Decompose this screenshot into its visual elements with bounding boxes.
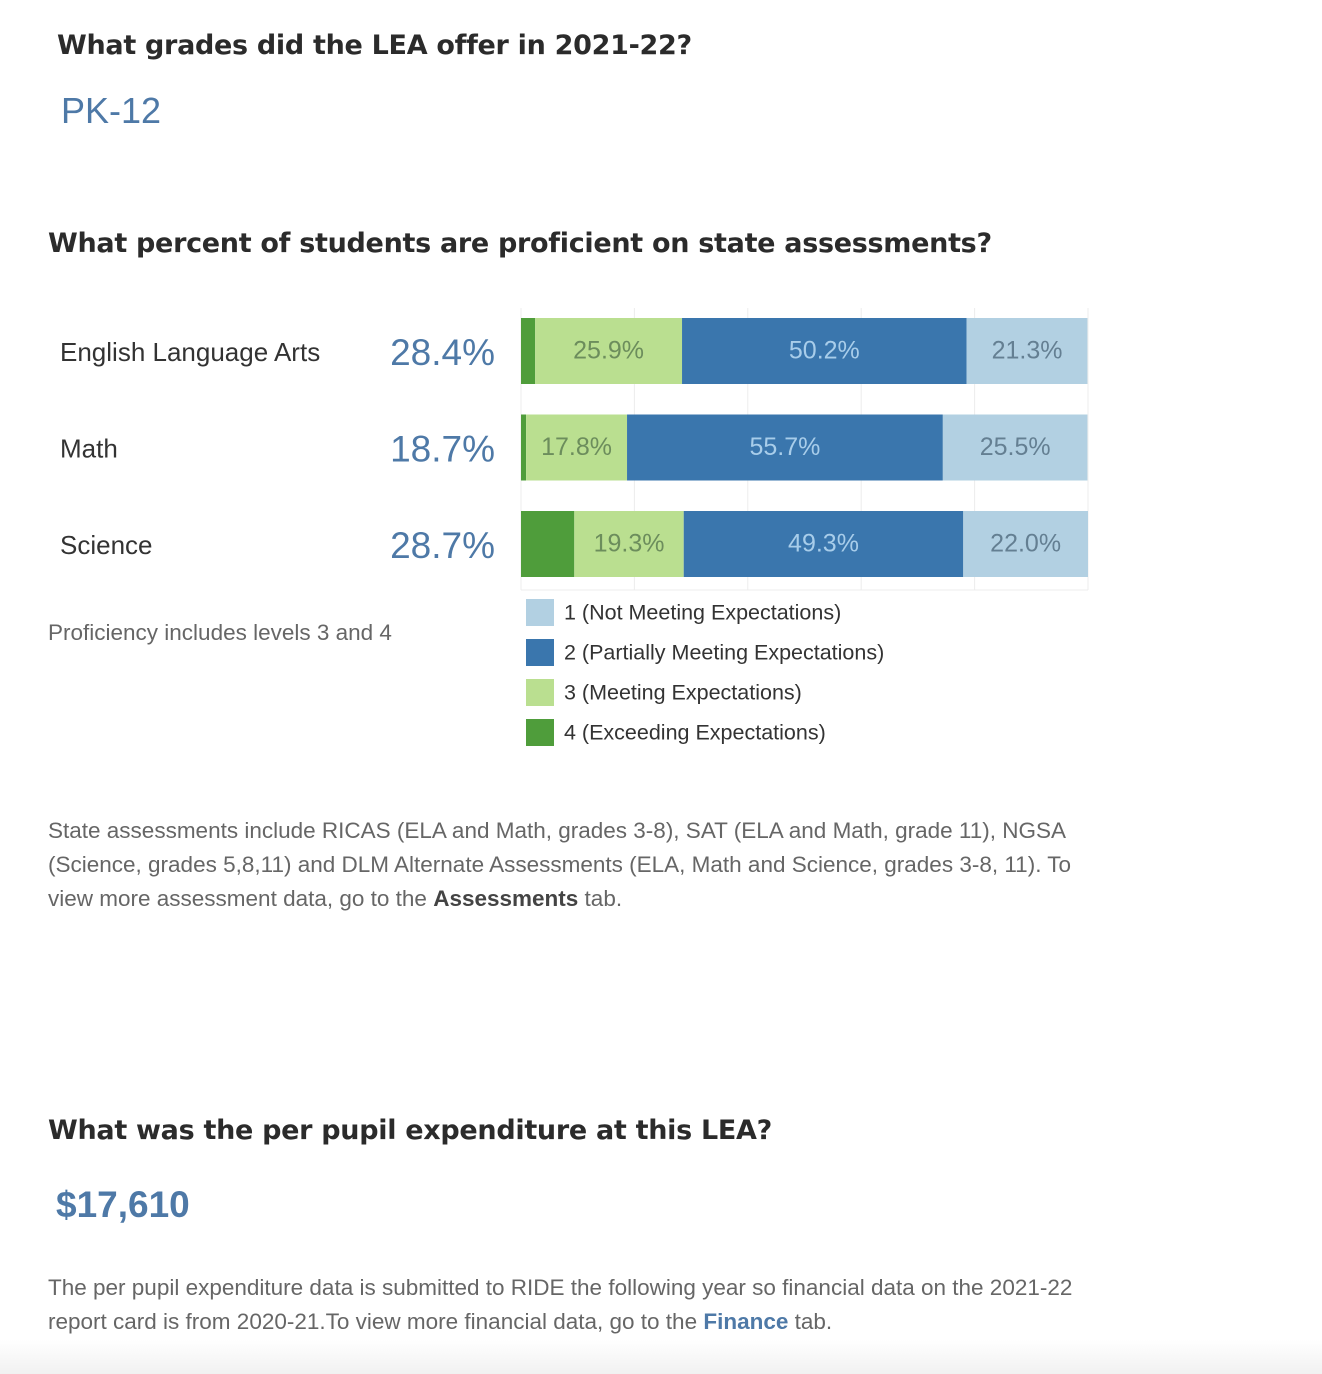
expenditure-note: The per pupil expenditure data is submit… [48, 1271, 1108, 1339]
bar-segment [627, 414, 943, 481]
legend-swatch [526, 679, 554, 706]
bar-label: 25.9% [573, 337, 644, 365]
legend-swatch [526, 719, 554, 746]
grades-answer: PK-12 [61, 90, 162, 131]
bar-label: 55.7% [749, 433, 820, 461]
note-text: The per pupil expenditure data is submit… [48, 1275, 1073, 1334]
legend-swatch [526, 639, 554, 666]
note-text: tab. [788, 1309, 833, 1334]
bar-label: 21.3% [992, 337, 1063, 365]
proficiency-value: 28.4% [390, 332, 495, 373]
bar-label: 17.8% [541, 433, 612, 461]
bar-segment [535, 318, 683, 384]
note-text: State assessments include RICAS (ELA and… [48, 818, 1072, 911]
bar-segment [526, 414, 628, 481]
bar-label: 49.3% [788, 530, 859, 558]
category-label: English Language Arts [60, 337, 320, 367]
proficiency-question: What percent of students are proficient … [48, 228, 992, 259]
expenditure-question: What was the per pupil expenditure at th… [48, 1115, 772, 1146]
proficiency-value: 18.7% [390, 428, 495, 469]
chart-note: Proficiency includes levels 3 and 4 [48, 620, 392, 645]
bar-segment [963, 511, 1088, 577]
bar-segment [683, 511, 964, 577]
assessment-note: State assessments include RICAS (ELA and… [48, 814, 1108, 916]
legend-swatch [526, 599, 554, 626]
bar-segment [682, 318, 967, 384]
bar-label: 25.5% [980, 433, 1051, 461]
finance-link[interactable]: Finance [703, 1309, 789, 1334]
bar-label: 19.3% [594, 530, 665, 558]
bar-segment [521, 414, 527, 481]
bar-segment [966, 318, 1088, 384]
proficiency-value: 28.7% [390, 525, 495, 566]
assessments-link[interactable]: Assessments [433, 886, 579, 911]
bar-segment [521, 511, 575, 577]
expenditure-answer: $17,610 [56, 1184, 190, 1225]
legend-label: 1 (Not Meeting Expectations) [564, 601, 841, 625]
bar-segment [942, 414, 1088, 481]
bar-segment [574, 511, 684, 577]
legend-label: 2 (Partially Meeting Expectations) [564, 641, 884, 665]
category-label: Science [60, 530, 153, 560]
bar-label: 22.0% [990, 530, 1061, 558]
proficiency-chart: English Language Arts 28.4% 25.9% 50.2% 21.3… [48, 308, 1089, 746]
bar-label: 50.2% [789, 337, 860, 365]
category-label: Math [60, 433, 118, 463]
legend-label: 3 (Meeting Expectations) [564, 681, 802, 705]
grades-question: What grades did the LEA offer in 2021-22… [57, 30, 692, 61]
note-text: tab. [578, 886, 623, 911]
bar-segment [521, 318, 536, 384]
legend-label: 4 (Exceeding Expectations) [564, 721, 826, 745]
